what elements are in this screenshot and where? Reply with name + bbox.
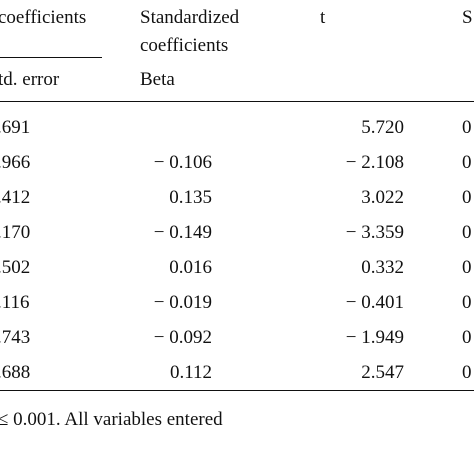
sig-cell: 0 — [462, 222, 472, 243]
t-cell: 0.332 — [361, 257, 404, 278]
header-standardized-line2: coefficients — [140, 35, 229, 56]
std-error-cell: .502 — [0, 257, 31, 278]
sig-cell: 0 — [462, 257, 472, 278]
beta-cell: 0.112 — [169, 362, 212, 383]
sig-cell: 0 — [462, 327, 472, 348]
beta-cell: − 0.019 — [153, 292, 212, 313]
sig-cell: 0 — [462, 292, 472, 313]
beta-cell: 0.016 — [169, 257, 212, 278]
beta-cell: − 0.149 — [153, 222, 212, 243]
table-footnote: ≤ 0.001. All variables entered — [0, 409, 223, 430]
t-cell: 2.547 — [361, 362, 404, 383]
sig-cell: 0 — [462, 152, 472, 173]
std-error-cell: .966 — [0, 152, 31, 173]
sig-cell: 0 — [462, 117, 472, 138]
std-error-cell: .743 — [0, 327, 31, 348]
std-error-cell: .116 — [0, 292, 30, 313]
beta-cell: 0.135 — [169, 187, 212, 208]
header-unstandardized-coefficients: coefficients — [0, 7, 87, 28]
header-std-error: td. error — [0, 69, 60, 90]
sig-cell: 0 — [462, 187, 472, 208]
header-standardized-line1: Standardized — [140, 7, 240, 28]
header-bottom-rule — [0, 101, 474, 102]
beta-cell: − 0.106 — [153, 152, 212, 173]
sig-cell: 0 — [462, 362, 472, 383]
header-subrule — [0, 57, 102, 58]
header-sig-partial: S — [462, 7, 473, 28]
table-bottom-rule — [0, 390, 474, 391]
std-error-cell: .170 — [0, 222, 31, 243]
std-error-cell: .688 — [0, 362, 31, 383]
std-error-cell: .691 — [0, 117, 31, 138]
t-cell: 5.720 — [361, 117, 404, 138]
header-beta: Beta — [140, 69, 175, 90]
std-error-cell: .412 — [0, 187, 31, 208]
t-cell: − 0.401 — [345, 292, 404, 313]
t-cell: 3.022 — [361, 187, 404, 208]
t-cell: − 1.949 — [345, 327, 404, 348]
header-t: t — [320, 7, 326, 28]
beta-cell: − 0.092 — [153, 327, 212, 348]
t-cell: − 2.108 — [345, 152, 404, 173]
t-cell: − 3.359 — [345, 222, 404, 243]
